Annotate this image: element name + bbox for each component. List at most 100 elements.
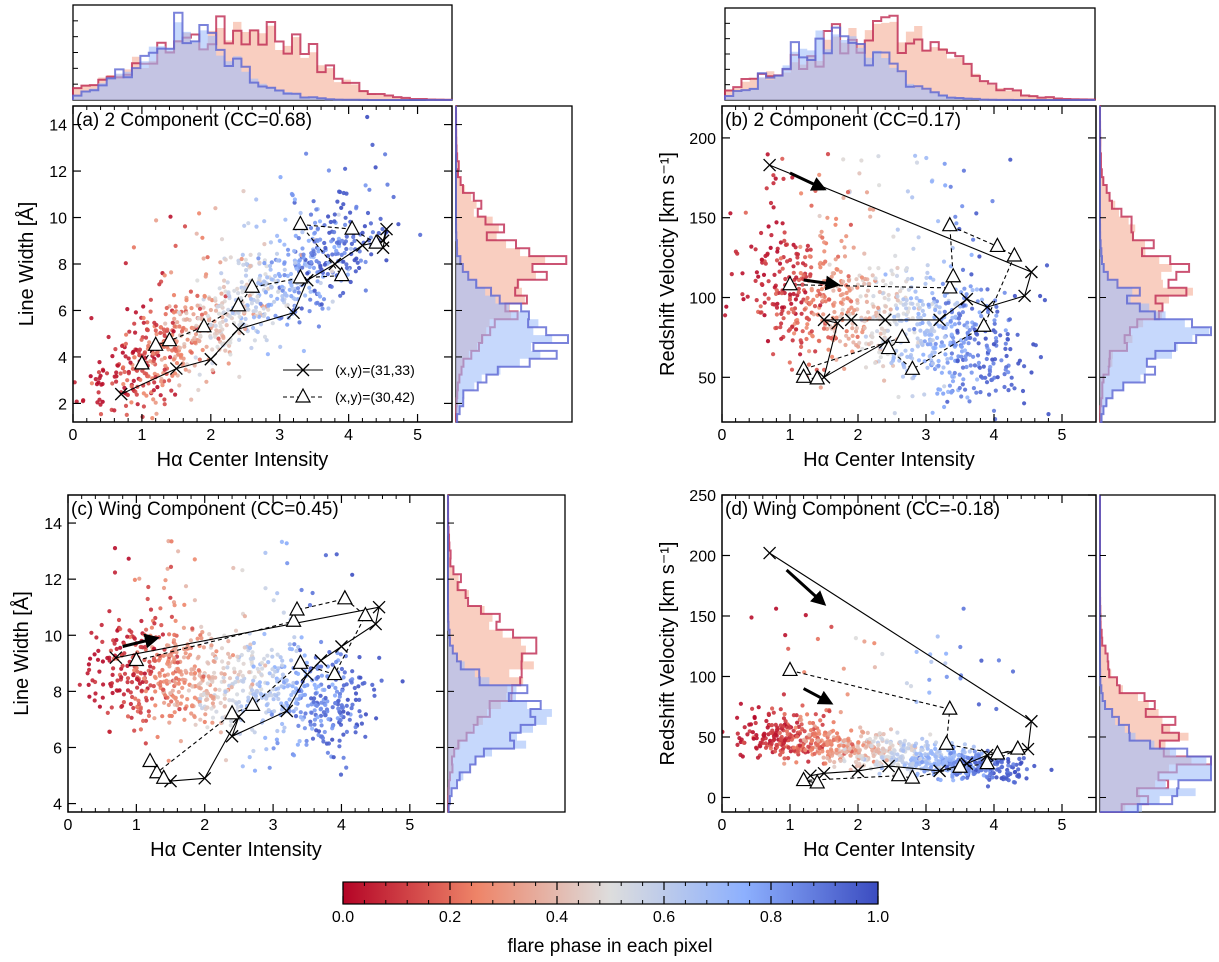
scatter-point — [991, 342, 997, 347]
scatter-point — [846, 274, 851, 279]
scatter-cloud-d — [722, 606, 1054, 789]
scatter-point — [831, 303, 836, 308]
scatter-point — [768, 245, 773, 250]
scatter-point — [945, 399, 950, 404]
scatter-point — [113, 347, 118, 352]
scatter-point — [171, 293, 177, 298]
scatter-point — [174, 361, 180, 366]
scatter-point — [993, 336, 999, 341]
y-axis-label: Line Width [Å] — [10, 591, 33, 716]
scatter-point — [873, 276, 878, 281]
scatter-point — [418, 232, 423, 237]
scatter-point — [965, 320, 970, 325]
scatter-point — [774, 305, 780, 310]
scatter-point — [869, 744, 874, 749]
scatter-point — [283, 292, 288, 297]
scatter-point — [831, 728, 836, 733]
scatter-point — [831, 720, 836, 725]
scatter-point — [782, 761, 787, 766]
scatter-point — [275, 652, 280, 657]
scatter-point — [863, 334, 869, 339]
scatter-point — [343, 239, 348, 244]
scatter-point — [307, 285, 312, 290]
scatter-point — [948, 319, 953, 324]
scatter-point — [957, 372, 962, 377]
scatter-point — [844, 234, 849, 239]
scatter-point — [300, 246, 305, 251]
scatter-point — [1010, 669, 1016, 674]
scatter-point — [137, 681, 143, 686]
scatter-point — [228, 723, 233, 728]
scatter-point — [864, 299, 870, 304]
scatter-point — [947, 370, 952, 375]
scatter-point — [893, 253, 898, 258]
scatter-point — [1001, 777, 1006, 782]
scatter-point — [131, 349, 136, 354]
scatter-point — [242, 286, 247, 291]
scatter-point — [221, 284, 226, 290]
scatter-point — [308, 212, 314, 217]
x-tick-label: 0 — [69, 427, 78, 444]
scatter-point — [144, 698, 149, 703]
scatter-point — [144, 679, 149, 685]
scatter-point — [873, 360, 878, 365]
scatter-point — [129, 680, 135, 685]
scatter-point — [817, 746, 822, 751]
scatter-point — [942, 335, 947, 340]
scatter-point — [222, 672, 227, 677]
scatter-point — [339, 205, 344, 210]
scatter-point — [343, 222, 348, 227]
scatter-point — [897, 358, 902, 363]
scatter-point — [336, 236, 341, 241]
y-tick-label: 100 — [689, 669, 716, 686]
scatter-point — [842, 366, 847, 371]
scatter-point — [854, 343, 859, 348]
scatter-point — [876, 305, 881, 310]
scatter-point — [877, 771, 882, 777]
scatter-point — [172, 316, 177, 321]
scatter-point — [268, 240, 273, 245]
triangle-marker — [142, 752, 159, 768]
scatter-point — [960, 365, 966, 370]
scatter-point — [811, 312, 817, 317]
scatter-point — [796, 290, 801, 295]
scatter-point — [912, 306, 917, 311]
scatter-point — [804, 336, 809, 342]
scatter-point — [129, 715, 134, 720]
scatter-point — [353, 697, 358, 703]
scatter-point — [162, 379, 167, 384]
scatter-point — [330, 662, 335, 667]
scatter-point — [365, 210, 371, 216]
scatter-point — [318, 718, 324, 724]
scatter-point — [928, 275, 933, 280]
scatter-point — [806, 362, 812, 367]
right-histogram-b — [1099, 105, 1216, 423]
scatter-point — [821, 755, 826, 760]
scatter-point — [319, 734, 324, 739]
scatter-point — [774, 606, 779, 611]
y-tick-label: 14 — [49, 118, 67, 135]
colorbar-tick-label: 0.8 — [760, 909, 782, 926]
scatter-point — [929, 328, 934, 333]
scatter-point — [817, 731, 822, 736]
scatter-point — [877, 289, 882, 295]
scatter-point — [1003, 341, 1008, 346]
scatter-point — [312, 708, 317, 713]
scatter-point — [101, 682, 106, 687]
scatter-point — [321, 739, 326, 744]
scatter-point — [910, 316, 915, 321]
scatter-point — [229, 719, 234, 724]
scatter-point — [803, 747, 808, 753]
y-tick-label: 50 — [698, 370, 716, 387]
scatter-point — [279, 539, 284, 545]
scatter-point — [276, 696, 281, 702]
trend-arrow — [785, 568, 827, 606]
scatter-point — [315, 226, 320, 231]
scatter-point — [798, 738, 803, 743]
scatter-point — [146, 374, 151, 379]
scatter-point — [799, 722, 804, 727]
scatter-point — [181, 325, 186, 331]
scatter-point — [848, 753, 853, 758]
scatter-point — [876, 266, 881, 271]
